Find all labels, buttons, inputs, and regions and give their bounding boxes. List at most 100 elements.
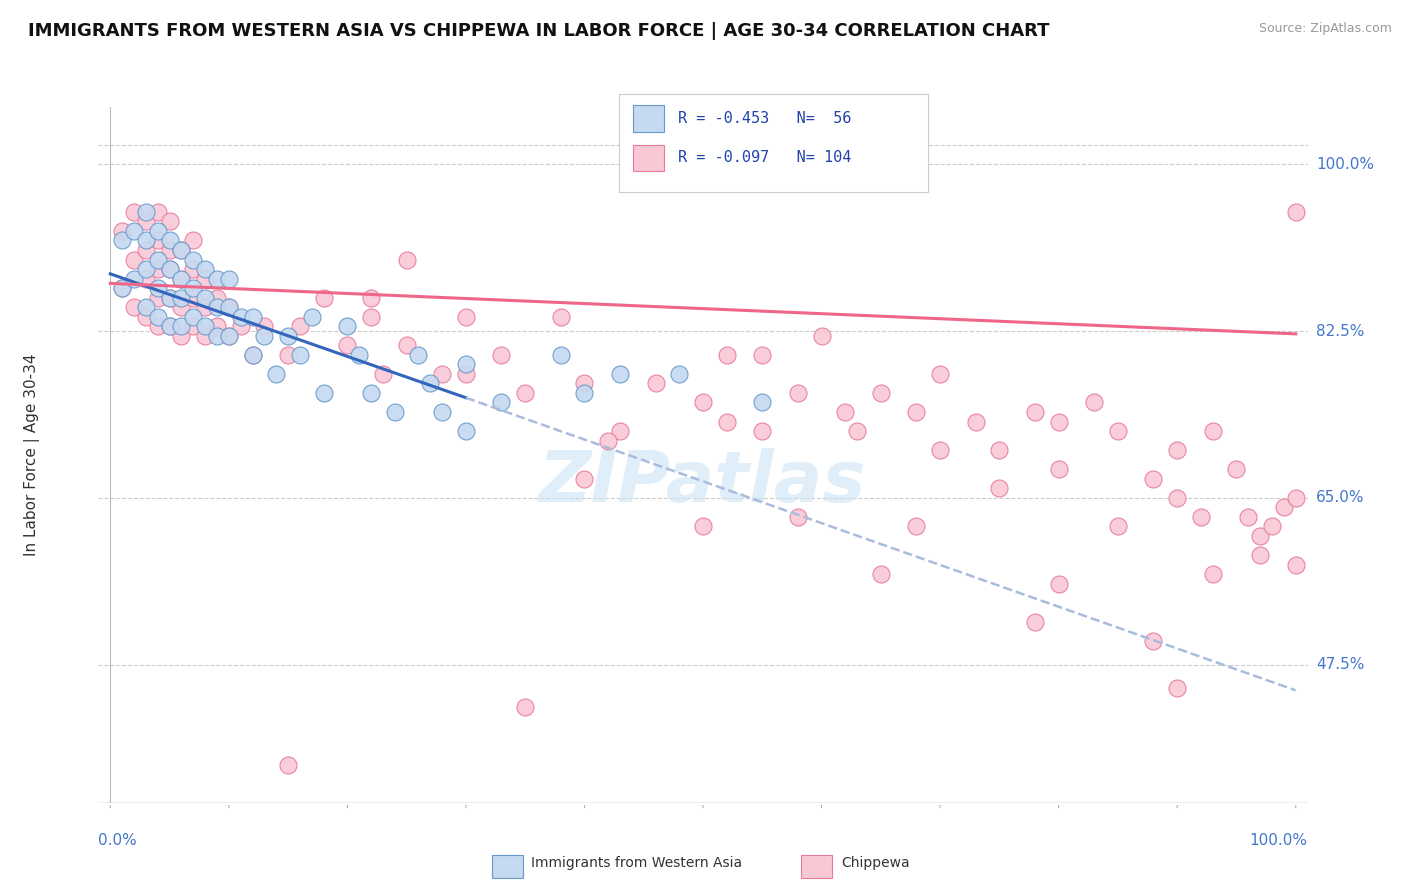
Point: [395, 338, 418, 352]
Point: [1047, 462, 1070, 476]
Point: [751, 348, 773, 362]
Point: [550, 348, 572, 362]
Point: [988, 481, 1011, 495]
Point: [242, 348, 264, 362]
Point: [1107, 424, 1129, 438]
Point: [194, 300, 217, 314]
Point: [170, 328, 193, 343]
Point: [146, 234, 169, 248]
Point: [574, 472, 596, 486]
Point: [1202, 567, 1225, 582]
Point: [1166, 681, 1188, 696]
Point: [159, 291, 181, 305]
Point: [135, 262, 157, 277]
Point: [1142, 472, 1164, 486]
Point: [454, 424, 477, 438]
Point: [181, 234, 204, 248]
Text: R = -0.453   N=  56: R = -0.453 N= 56: [678, 112, 851, 126]
Point: [432, 405, 454, 419]
Point: [194, 271, 217, 285]
Point: [159, 319, 181, 334]
Point: [135, 205, 157, 219]
Point: [1285, 558, 1308, 572]
Point: [1024, 405, 1046, 419]
Point: [146, 310, 169, 324]
Point: [159, 243, 181, 257]
Point: [135, 271, 157, 285]
Point: [170, 300, 193, 314]
Point: [1166, 443, 1188, 458]
Point: [360, 386, 382, 401]
Point: [432, 367, 454, 381]
Point: [242, 310, 264, 324]
Point: [515, 700, 537, 714]
Point: [360, 291, 382, 305]
Point: [1237, 509, 1260, 524]
Point: [360, 310, 382, 324]
Point: [786, 386, 808, 401]
Point: [1024, 615, 1046, 629]
Point: [336, 319, 359, 334]
Point: [181, 281, 204, 295]
Point: [218, 271, 240, 285]
Point: [408, 348, 430, 362]
Text: 0.0%: 0.0%: [98, 833, 138, 848]
Point: [1285, 491, 1308, 505]
Point: [146, 224, 169, 238]
Text: 82.5%: 82.5%: [1316, 324, 1364, 339]
Point: [1272, 500, 1295, 515]
Point: [264, 367, 287, 381]
Point: [751, 395, 773, 409]
Point: [574, 376, 596, 391]
Point: [135, 300, 157, 314]
Point: [786, 509, 808, 524]
Point: [312, 291, 335, 305]
Point: [122, 224, 145, 238]
Point: [454, 357, 477, 371]
Point: [218, 328, 240, 343]
Point: [515, 386, 537, 401]
Point: [218, 328, 240, 343]
Point: [288, 319, 311, 334]
Text: Source: ZipAtlas.com: Source: ZipAtlas.com: [1258, 22, 1392, 36]
Point: [905, 405, 928, 419]
Point: [122, 271, 145, 285]
Point: [869, 567, 891, 582]
Point: [277, 757, 299, 772]
Text: 100.0%: 100.0%: [1250, 833, 1308, 848]
Point: [716, 415, 738, 429]
Point: [159, 262, 181, 277]
Point: [205, 300, 228, 314]
Point: [111, 234, 134, 248]
Point: [181, 262, 204, 277]
Point: [111, 224, 134, 238]
Point: [810, 328, 832, 343]
Point: [181, 252, 204, 267]
Point: [159, 262, 181, 277]
Point: [135, 214, 157, 228]
Point: [159, 214, 181, 228]
Point: [1107, 519, 1129, 533]
Point: [988, 443, 1011, 458]
Point: [692, 519, 714, 533]
Point: [146, 205, 169, 219]
Point: [347, 348, 370, 362]
Point: [205, 319, 228, 334]
Point: [419, 376, 441, 391]
Point: [301, 310, 323, 324]
Point: [277, 348, 299, 362]
Point: [751, 424, 773, 438]
Point: [159, 234, 181, 248]
Text: Chippewa: Chippewa: [841, 856, 910, 871]
Text: ZIPatlas: ZIPatlas: [540, 449, 866, 517]
Point: [834, 405, 856, 419]
Point: [170, 243, 193, 257]
Point: [1285, 205, 1308, 219]
Point: [668, 367, 690, 381]
Point: [598, 434, 620, 448]
Point: [205, 328, 228, 343]
Point: [1047, 415, 1070, 429]
Point: [609, 424, 631, 438]
Text: Immigrants from Western Asia: Immigrants from Western Asia: [531, 856, 742, 871]
Point: [181, 310, 204, 324]
